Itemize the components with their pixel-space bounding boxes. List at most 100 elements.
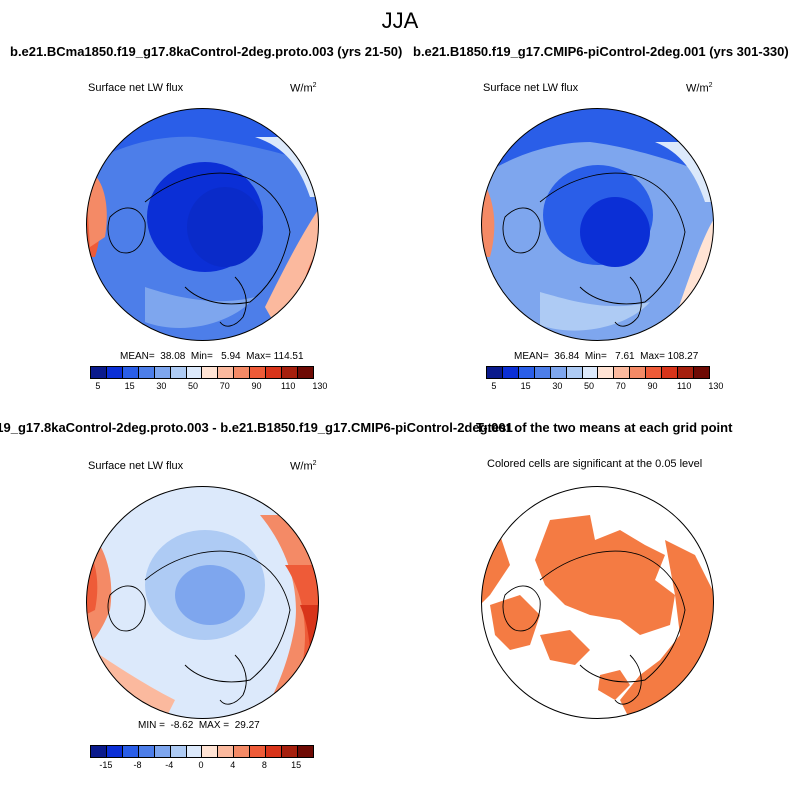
panel-4-sig-atlantic: [540, 630, 590, 665]
panel-2-colorbar-ticks: 5 15 30 50 70 90 110 130: [486, 381, 723, 395]
panel-4-map-border: [481, 486, 714, 719]
panel-3-colorbar-swatch-8: [218, 746, 235, 757]
panel-1-colorbar-swatch-8: [218, 367, 235, 378]
panel-3-map-border: [86, 486, 319, 719]
panel-3-colorbar-swatch-6: [186, 746, 203, 757]
panel-1-colorbar-swatch-13: [297, 367, 313, 378]
panel-2-colorbar-swatch-1: [502, 367, 519, 378]
panel-3-colorbar-swatch-10: [250, 746, 267, 757]
panel-1-polar-map: [86, 108, 319, 341]
panel-1-colorbar-swatch-2: [122, 367, 139, 378]
panel-1-colorbar-swatch-3: [138, 367, 155, 378]
panel-2-colorbar-tick: 90: [647, 381, 658, 391]
panel-2-colorbar-swatch-3: [534, 367, 551, 378]
panel-3-colorbar-tick: 15: [291, 760, 302, 770]
panel-2-colorbar-swatch-7: [598, 367, 615, 378]
panel-4-sig-arctic: [535, 515, 675, 635]
panel-1-colorbar-swatch-11: [266, 367, 283, 378]
panel-3-coastline-arctic: [144, 550, 291, 683]
panel-2-coastline-greenland: [502, 207, 541, 254]
panel-3-field-arctic-cool-core: [175, 565, 245, 625]
panel-2-colorbar-tick: 30: [552, 381, 563, 391]
panel-1-colorbar-tick: 50: [188, 381, 199, 391]
panel-1-field-south: [145, 287, 255, 328]
panel-2-colorbar-swatch-6: [582, 367, 599, 378]
panel-4-sig-scandinavia: [598, 670, 630, 700]
panel-3-colorbar: [90, 745, 314, 758]
panel-3-colorbar-tick: -4: [165, 760, 174, 770]
panel-1-colorbar-tick: 5: [95, 381, 101, 391]
panel-4-sig-greenland: [490, 595, 540, 650]
panel-2-colorbar-tick: 70: [615, 381, 626, 391]
panel-3-colorbar-swatch-11: [266, 746, 283, 757]
panel-3-colorbar-tick: -8: [133, 760, 142, 770]
panel-3-stats: MIN = -8.62 MAX = 29.27: [138, 720, 260, 731]
panel-2-colorbar-swatch-10: [646, 367, 663, 378]
panel-3-colorbar-swatch-13: [297, 746, 313, 757]
panel-4-coastline-scandinavia: [614, 654, 642, 705]
panel-3-variable: Surface net LW flux: [88, 460, 184, 472]
panel-3-coastline-scandinavia: [219, 654, 247, 705]
panel-1-colorbar-swatch-1: [106, 367, 123, 378]
panel-2-colorbar-swatch-5: [566, 367, 583, 378]
panel-1-colorbar-swatch-7: [202, 367, 219, 378]
panel-2-field-arctic-center: [580, 197, 650, 267]
panel-3-colorbar-tick: 4: [230, 760, 236, 770]
season-title: JJA: [381, 8, 419, 33]
panel-1-colorbar-tick: 70: [219, 381, 230, 391]
panel-2-coastline-arctic: [539, 172, 686, 305]
panel-1-colorbar-swatch-0: [91, 367, 107, 378]
panel-3-colorbar-tick: -15: [99, 760, 113, 770]
panel-1-colorbar-swatch-10: [250, 367, 267, 378]
panel-2-colorbar-swatch-8: [614, 367, 631, 378]
panel-2-colorbar-swatch-0: [487, 367, 503, 378]
panel-1-map-border: [86, 108, 319, 341]
panel-1-colorbar-tick: 130: [312, 381, 328, 391]
panel-3-colorbar-swatch-7: [202, 746, 219, 757]
panel-3-colorbar-ticks: -15 -8 -4 0 4 8 15: [90, 760, 312, 774]
panel-2-colorbar-tick: 5: [491, 381, 497, 391]
panel-2-colorbar-tick: 50: [584, 381, 595, 391]
panel-1-colorbar-tick: 110: [281, 381, 296, 391]
panel-4-subtitle: Colored cells are significant at the 0.0…: [487, 458, 703, 470]
panel-1-colorbar-ticks: 5 15 30 50 70 90 110 130: [90, 381, 327, 395]
panel-1-colorbar-swatch-4: [154, 367, 171, 378]
panel-1-colorbar-tick: 90: [251, 381, 262, 391]
panel-4-title: T-test of the two means at each grid poi…: [476, 420, 733, 435]
panel-1-coastline-arctic: [144, 172, 291, 305]
panel-1-coastline-scandinavia: [219, 276, 247, 327]
panel-3-colorbar-swatch-9: [234, 746, 251, 757]
panel-4-coastline-arctic: [539, 550, 686, 683]
panel-3-colorbar-tick: 0: [198, 760, 204, 770]
panel-2-colorbar-swatch-11: [662, 367, 679, 378]
panel-3-coastline-greenland: [107, 585, 146, 632]
panel-2-colorbar-tick: 110: [677, 381, 692, 391]
panel-2-colorbar-swatch-2: [518, 367, 535, 378]
panel-2-colorbar-swatch-4: [550, 367, 567, 378]
panel-3-colorbar-swatch-4: [154, 746, 171, 757]
panel-2-colorbar-swatch-12: [678, 367, 694, 378]
panel-3-polar-map: [86, 486, 319, 719]
panel-2-coastline-scandinavia: [614, 276, 642, 327]
panel-2-colorbar-tick: 130: [708, 381, 724, 391]
panel-3-units: W/m2: [290, 460, 317, 473]
panel-3-colorbar-swatch-2: [122, 746, 139, 757]
panel-4-coastline-greenland: [502, 585, 541, 632]
panel-1-coastline-greenland: [107, 207, 146, 254]
panel-2-variable: Surface net LW flux: [483, 82, 579, 94]
panel-3-colorbar-swatch-0: [91, 746, 107, 757]
panel-1-colorbar-swatch-6: [186, 367, 203, 378]
panel-2-units: W/m2: [686, 82, 713, 95]
panel-1-colorbar: [90, 366, 314, 379]
panel-3-colorbar-swatch-5: [170, 746, 187, 757]
panel-2-map-border: [481, 108, 714, 341]
panel-2-colorbar: [486, 366, 710, 379]
panel-3-title-clip: b.e21.BCma1850.f19_g17.8kaControl-2deg.p…: [0, 420, 800, 438]
panel-2-colorbar-swatch-9: [630, 367, 647, 378]
panel-1-colorbar-swatch-9: [234, 367, 251, 378]
panel-1-variable: Surface net LW flux: [88, 82, 184, 94]
panel-1-colorbar-swatch-5: [170, 367, 187, 378]
panel-2-field-south: [540, 292, 650, 331]
panel-1-stats: MEAN= 38.08 Min= 5.94 Max= 114.51: [120, 351, 304, 362]
panel-2-title: b.e21.B1850.f19_g17.CMIP6-piControl-2deg…: [413, 44, 789, 59]
